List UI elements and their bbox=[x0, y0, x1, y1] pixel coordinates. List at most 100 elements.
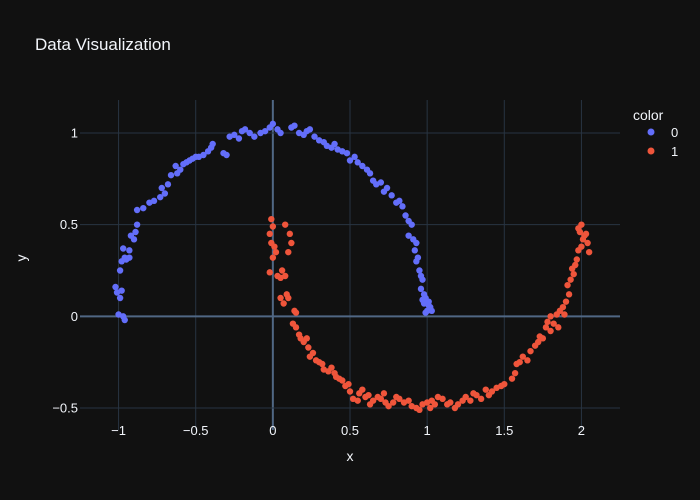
x-tick-label: 0 bbox=[269, 423, 276, 438]
x-tick-label: −0.5 bbox=[183, 423, 209, 438]
data-point bbox=[539, 335, 547, 342]
legend-marker bbox=[647, 147, 655, 155]
data-point bbox=[359, 162, 366, 170]
data-point bbox=[411, 247, 418, 254]
data-point bbox=[427, 404, 434, 412]
data-point bbox=[167, 171, 175, 179]
data-point bbox=[419, 276, 426, 283]
data-point bbox=[126, 247, 133, 254]
data-point bbox=[339, 377, 346, 384]
data-point bbox=[399, 203, 406, 210]
data-point bbox=[416, 406, 423, 414]
data-point bbox=[282, 221, 289, 228]
data-point bbox=[291, 122, 298, 129]
legend-item-0[interactable]: 0 bbox=[647, 125, 679, 140]
legend-item-1[interactable]: 1 bbox=[647, 144, 679, 159]
data-point bbox=[269, 120, 277, 128]
data-point bbox=[306, 126, 314, 133]
legend-marker bbox=[647, 128, 655, 136]
data-point bbox=[467, 397, 474, 404]
data-point bbox=[365, 391, 372, 399]
data-point bbox=[354, 397, 361, 404]
data-point bbox=[116, 267, 124, 274]
data-point bbox=[292, 309, 300, 316]
x-tick-label: 2 bbox=[578, 423, 585, 438]
data-point bbox=[527, 347, 534, 355]
data-point bbox=[419, 296, 426, 304]
data-point bbox=[164, 181, 172, 188]
data-point bbox=[547, 327, 554, 335]
data-point bbox=[269, 223, 277, 230]
data-point bbox=[578, 243, 585, 250]
data-point bbox=[567, 276, 574, 283]
data-point bbox=[286, 230, 294, 238]
grid-lines bbox=[80, 100, 620, 430]
data-point bbox=[280, 300, 287, 307]
data-point bbox=[271, 243, 278, 250]
legend: color 0 1 bbox=[633, 107, 678, 159]
tick-labels: −1 −0.5 0 0.5 1 1.5 2 −0.5 0 0.5 1 bbox=[52, 126, 585, 439]
data-point bbox=[328, 364, 335, 371]
data-point bbox=[383, 184, 391, 192]
data-point bbox=[366, 170, 374, 177]
data-point bbox=[516, 358, 523, 366]
data-point bbox=[385, 402, 392, 410]
data-point bbox=[246, 129, 253, 137]
x-tick-label: 1 bbox=[424, 423, 431, 438]
data-point bbox=[425, 298, 432, 305]
data-point bbox=[582, 230, 590, 238]
data-point bbox=[343, 149, 351, 157]
data-point bbox=[524, 357, 531, 364]
legend-label: 1 bbox=[671, 144, 678, 159]
series-0-points bbox=[112, 120, 435, 324]
data-point bbox=[161, 190, 169, 197]
data-point bbox=[140, 204, 147, 212]
data-point bbox=[462, 393, 469, 401]
data-point bbox=[573, 256, 580, 263]
data-point bbox=[568, 265, 576, 272]
data-point bbox=[477, 395, 485, 403]
data-point bbox=[575, 225, 582, 232]
data-point bbox=[413, 258, 420, 265]
data-point bbox=[223, 151, 230, 159]
data-point bbox=[133, 221, 141, 228]
data-point bbox=[565, 291, 573, 298]
data-point bbox=[158, 184, 165, 192]
data-point bbox=[272, 248, 280, 256]
data-point bbox=[121, 316, 128, 324]
data-point bbox=[157, 193, 164, 201]
data-point bbox=[172, 162, 179, 170]
data-point bbox=[562, 298, 570, 305]
data-point bbox=[508, 375, 516, 382]
data-point bbox=[559, 303, 567, 311]
data-point bbox=[547, 313, 554, 320]
data-point bbox=[266, 230, 273, 238]
y-tick-label: −0.5 bbox=[52, 401, 78, 416]
data-point bbox=[126, 254, 133, 261]
legend-label: 0 bbox=[671, 125, 678, 140]
data-point bbox=[511, 369, 519, 377]
data-point bbox=[396, 395, 403, 403]
data-point bbox=[209, 140, 216, 148]
data-point bbox=[550, 320, 557, 327]
data-point bbox=[428, 307, 435, 315]
data-point bbox=[266, 269, 273, 276]
data-point bbox=[285, 294, 292, 302]
data-point bbox=[241, 126, 249, 133]
data-point bbox=[408, 221, 415, 228]
data-point bbox=[388, 192, 395, 199]
legend-title: color bbox=[633, 107, 664, 123]
data-point bbox=[303, 335, 310, 342]
data-point bbox=[285, 248, 292, 256]
data-point bbox=[200, 151, 207, 159]
chart-title: Data Visualization bbox=[35, 35, 171, 54]
data-point bbox=[405, 232, 412, 239]
data-point bbox=[346, 157, 354, 164]
data-point bbox=[390, 399, 397, 406]
data-point bbox=[417, 285, 425, 293]
data-point bbox=[118, 287, 125, 294]
series-1-points bbox=[266, 215, 593, 414]
data-point bbox=[309, 349, 317, 357]
